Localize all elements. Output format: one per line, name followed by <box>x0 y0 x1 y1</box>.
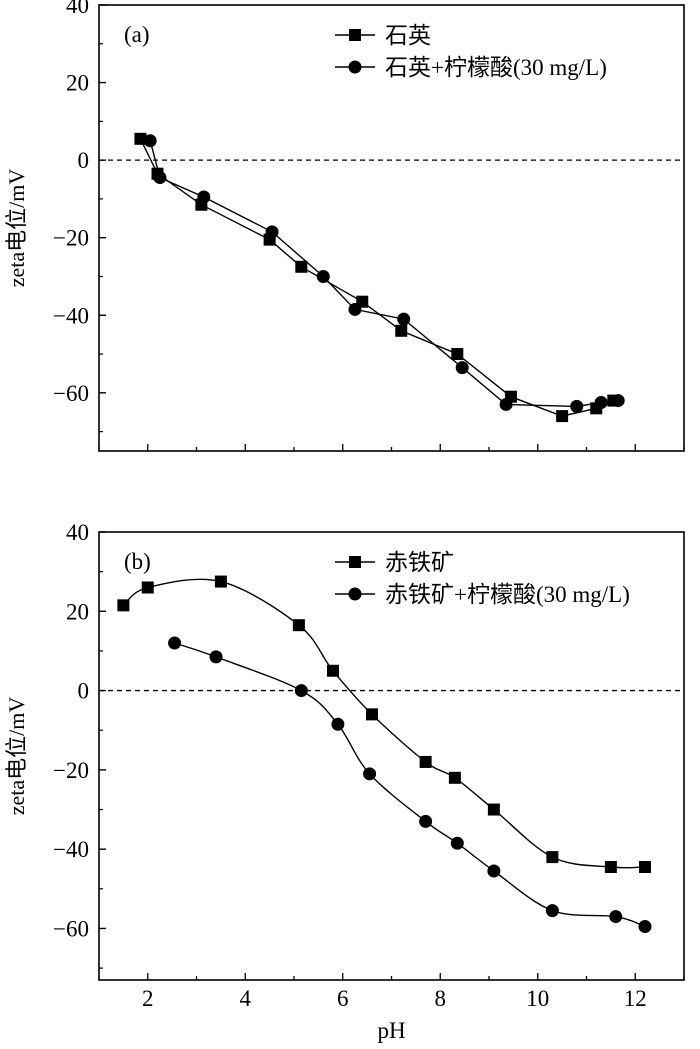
x-tick-label: 12 <box>624 986 647 1011</box>
legend-marker <box>348 60 362 74</box>
circle-data-point <box>348 302 362 316</box>
square-data-point <box>366 708 378 721</box>
square-data-point <box>448 771 461 784</box>
circle-data-point <box>331 717 345 731</box>
square-data-point <box>295 260 308 273</box>
circle-data-point <box>450 836 464 850</box>
circle-data-point <box>153 171 167 185</box>
x-tick-label: 8 <box>435 986 447 1011</box>
y-axis-label: zeta电位/mV <box>4 697 29 816</box>
chart-panel-b: 40 20 0 −20 −40 −60 2 4 6 8 10 12 zeta电位/mV pH (b) 赤铁矿赤… <box>4 520 685 1043</box>
y-tick-label: −20 <box>53 226 89 251</box>
y-tick-label: 0 <box>78 148 90 173</box>
square-data-point <box>604 861 617 874</box>
circle-data-point <box>363 767 377 781</box>
legend-label: 赤铁矿 <box>385 550 454 575</box>
circle-data-point <box>168 636 182 650</box>
circle-data-point <box>294 684 308 698</box>
circle-data-point <box>570 399 584 413</box>
square-data-point <box>214 575 227 588</box>
circle-data-point <box>209 650 223 664</box>
square-data-point <box>327 664 339 677</box>
y-tick-label: 40 <box>66 520 89 545</box>
y-tick-label: 40 <box>66 0 89 18</box>
y-tick-label: 0 <box>78 679 90 704</box>
circle-data-point <box>609 910 623 924</box>
legend-marker <box>349 556 361 568</box>
series-line-2 <box>149 140 619 408</box>
panel-label: (b) <box>124 549 151 574</box>
square-data-point <box>639 861 651 874</box>
square-data-point <box>395 324 408 337</box>
y-tick-label: −60 <box>53 381 89 406</box>
series-line-1 <box>122 578 646 869</box>
legend-marker <box>348 587 362 601</box>
y-tick-label: −40 <box>53 837 89 862</box>
square-data-point <box>134 132 147 145</box>
circle-data-point <box>143 134 157 148</box>
y-tick-label: 20 <box>66 71 89 96</box>
legend-label: 赤铁矿+柠檬酸(30 mg/L) <box>385 582 630 607</box>
circle-data-point <box>455 361 469 375</box>
circle-data-point <box>397 312 411 326</box>
circle-data-point <box>545 904 559 918</box>
circle-data-point <box>487 864 501 878</box>
panel-label: (a) <box>124 22 150 47</box>
square-data-point <box>546 851 559 864</box>
y-tick-label: 20 <box>66 599 89 624</box>
y-tick-label: −20 <box>53 758 89 783</box>
legend-marker <box>349 29 361 41</box>
circle-data-point <box>265 225 279 239</box>
x-tick-label: 10 <box>526 986 549 1011</box>
circle-data-point <box>419 814 433 828</box>
x-tick-label: 2 <box>142 986 154 1011</box>
square-data-point <box>141 581 154 594</box>
circle-data-point <box>316 269 330 283</box>
series-line-2 <box>174 642 646 928</box>
y-tick-label: −40 <box>53 303 89 328</box>
legend-label: 石英 <box>385 23 431 48</box>
square-data-point <box>556 410 569 423</box>
y-tick-label: −60 <box>53 916 89 941</box>
circle-data-point <box>499 397 513 411</box>
circle-data-point <box>611 394 625 408</box>
circle-data-point <box>638 919 652 933</box>
x-tick-label: 4 <box>240 986 252 1011</box>
circle-data-point <box>594 396 608 410</box>
square-data-point <box>487 803 500 816</box>
square-data-point <box>451 348 464 361</box>
y-axis-label: zeta电位/mV <box>4 169 29 288</box>
square-data-point <box>419 755 432 768</box>
square-data-point <box>117 599 130 612</box>
legend-label: 石英+柠檬酸(30 mg/L) <box>385 55 607 80</box>
square-data-point <box>292 619 305 632</box>
x-tick-label: 6 <box>337 986 349 1011</box>
circle-data-point <box>197 190 211 204</box>
x-axis-label: pH <box>377 1018 405 1043</box>
series-line-1 <box>139 138 614 417</box>
